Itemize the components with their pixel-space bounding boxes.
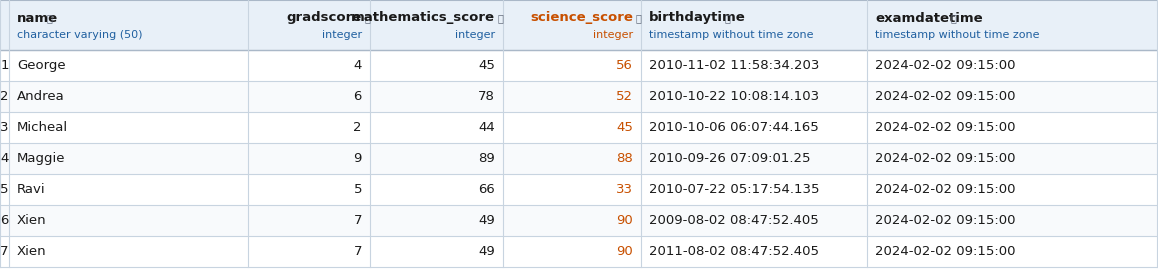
Bar bbox=[0, 236, 1157, 267]
Text: 44: 44 bbox=[478, 121, 494, 134]
Text: 66: 66 bbox=[478, 183, 494, 196]
Text: 🔒: 🔒 bbox=[636, 13, 642, 23]
Bar bbox=[0, 112, 1157, 143]
Text: 52: 52 bbox=[616, 90, 633, 103]
Text: 5: 5 bbox=[353, 183, 362, 196]
Text: 2010-10-06 06:07:44.165: 2010-10-06 06:07:44.165 bbox=[648, 121, 819, 134]
Text: George: George bbox=[17, 59, 66, 72]
Text: 45: 45 bbox=[478, 59, 494, 72]
Text: timestamp without time zone: timestamp without time zone bbox=[875, 30, 1040, 40]
Text: 78: 78 bbox=[478, 90, 494, 103]
Text: integer: integer bbox=[593, 30, 633, 40]
Text: 🔒: 🔒 bbox=[498, 13, 504, 23]
Text: 2024-02-02 09:15:00: 2024-02-02 09:15:00 bbox=[875, 90, 1016, 103]
Text: 2024-02-02 09:15:00: 2024-02-02 09:15:00 bbox=[875, 183, 1016, 196]
Text: 2010-11-02 11:58:34.203: 2010-11-02 11:58:34.203 bbox=[648, 59, 820, 72]
Text: 2: 2 bbox=[353, 121, 362, 134]
Text: 1: 1 bbox=[0, 59, 9, 72]
Text: character varying (50): character varying (50) bbox=[17, 30, 142, 40]
Text: 6: 6 bbox=[0, 214, 9, 227]
Text: 33: 33 bbox=[616, 183, 633, 196]
Text: 7: 7 bbox=[353, 245, 362, 258]
Text: name: name bbox=[17, 11, 58, 24]
Text: science_score: science_score bbox=[530, 11, 633, 24]
Text: 2010-07-22 05:17:54.135: 2010-07-22 05:17:54.135 bbox=[648, 183, 820, 196]
Text: 🔒: 🔒 bbox=[725, 13, 731, 23]
Text: Micheal: Micheal bbox=[17, 121, 68, 134]
Text: 2010-09-26 07:09:01.25: 2010-09-26 07:09:01.25 bbox=[648, 152, 811, 165]
Text: 2010-10-22 10:08:14.103: 2010-10-22 10:08:14.103 bbox=[648, 90, 819, 103]
Text: 7: 7 bbox=[0, 245, 9, 258]
Bar bbox=[0, 205, 1157, 236]
Bar bbox=[0, 50, 1157, 81]
Text: 49: 49 bbox=[478, 214, 494, 227]
Text: 90: 90 bbox=[616, 245, 633, 258]
Bar bbox=[0, 174, 1157, 205]
Text: examdatetime: examdatetime bbox=[875, 11, 983, 24]
Text: 2009-08-02 08:47:52.405: 2009-08-02 08:47:52.405 bbox=[648, 214, 819, 227]
Bar bbox=[0, 143, 1157, 174]
Text: 🔒: 🔒 bbox=[46, 13, 52, 23]
Text: 3: 3 bbox=[0, 121, 9, 134]
Text: 2024-02-02 09:15:00: 2024-02-02 09:15:00 bbox=[875, 152, 1016, 165]
Text: 🔒: 🔒 bbox=[365, 13, 371, 23]
Text: 2024-02-02 09:15:00: 2024-02-02 09:15:00 bbox=[875, 245, 1016, 258]
Text: mathematics_score: mathematics_score bbox=[351, 11, 494, 24]
Text: 89: 89 bbox=[478, 152, 494, 165]
Text: integer: integer bbox=[322, 30, 362, 40]
Text: Xien: Xien bbox=[17, 214, 46, 227]
Text: 4: 4 bbox=[353, 59, 362, 72]
Text: 9: 9 bbox=[353, 152, 362, 165]
Text: Ravi: Ravi bbox=[17, 183, 45, 196]
Text: timestamp without time zone: timestamp without time zone bbox=[648, 30, 814, 40]
Text: 5: 5 bbox=[0, 183, 9, 196]
Text: Maggie: Maggie bbox=[17, 152, 66, 165]
Text: 4: 4 bbox=[0, 152, 9, 165]
Bar bbox=[0, 0, 1157, 50]
Text: 7: 7 bbox=[353, 214, 362, 227]
Text: 45: 45 bbox=[616, 121, 633, 134]
Text: 88: 88 bbox=[616, 152, 633, 165]
Text: Andrea: Andrea bbox=[17, 90, 65, 103]
Text: birthdaytime: birthdaytime bbox=[648, 11, 746, 24]
Text: 2: 2 bbox=[0, 90, 9, 103]
Text: 2011-08-02 08:47:52.405: 2011-08-02 08:47:52.405 bbox=[648, 245, 819, 258]
Text: 2024-02-02 09:15:00: 2024-02-02 09:15:00 bbox=[875, 121, 1016, 134]
Text: 90: 90 bbox=[616, 214, 633, 227]
Text: integer: integer bbox=[455, 30, 494, 40]
Text: 2024-02-02 09:15:00: 2024-02-02 09:15:00 bbox=[875, 59, 1016, 72]
Text: 49: 49 bbox=[478, 245, 494, 258]
Text: Xien: Xien bbox=[17, 245, 46, 258]
Text: 2024-02-02 09:15:00: 2024-02-02 09:15:00 bbox=[875, 214, 1016, 227]
Text: gradscore: gradscore bbox=[287, 11, 362, 24]
Text: 56: 56 bbox=[616, 59, 633, 72]
Text: 🔒: 🔒 bbox=[951, 13, 957, 23]
Text: 6: 6 bbox=[353, 90, 362, 103]
Bar bbox=[0, 81, 1157, 112]
